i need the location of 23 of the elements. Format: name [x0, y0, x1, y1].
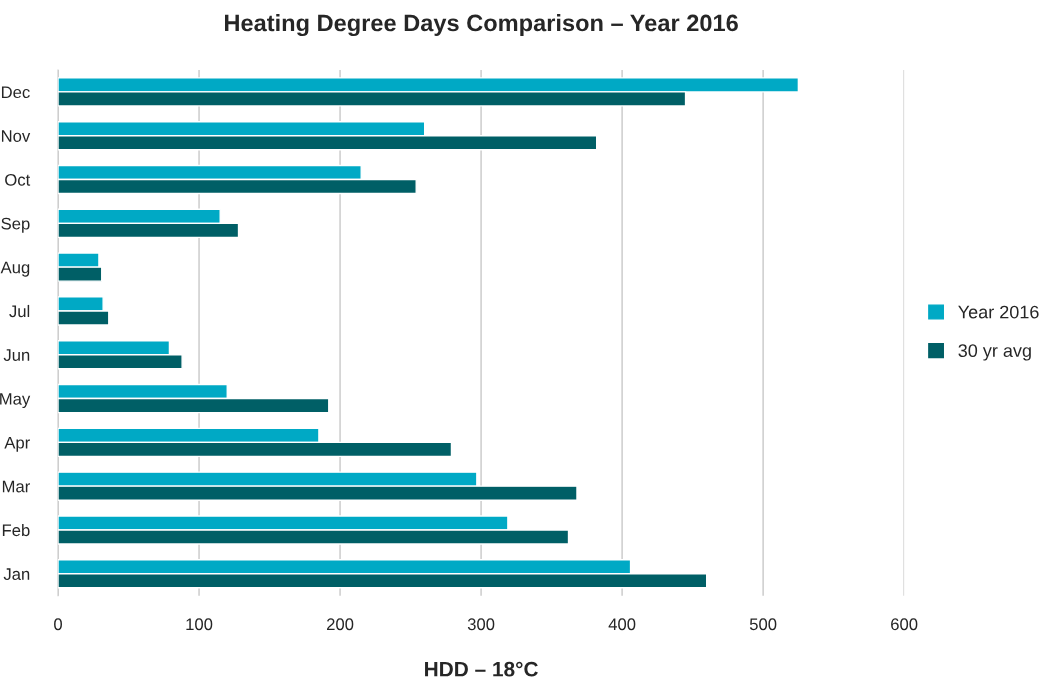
y-tick-label: Jan	[3, 568, 30, 580]
y-tick-label: Jul	[9, 304, 30, 318]
x-tick-label: 400	[608, 618, 636, 631]
x-axis-title: HDD – 18°C	[425, 661, 538, 677]
x-tick-label: 500	[749, 618, 777, 631]
x-tick-label: 0	[54, 618, 63, 631]
y-tick-label: Aug	[0, 261, 30, 277]
y-tick-label: Sep	[1, 217, 30, 233]
y-tick-label: Nov	[1, 130, 31, 142]
legend-label: Year 2016	[958, 305, 1039, 319]
y-tick-label: Oct	[5, 173, 31, 186]
y-tick-label: May	[0, 393, 31, 409]
y-tick-label: Apr	[4, 436, 30, 452]
x-tick-label: 200	[327, 618, 354, 631]
y-tick-label: Jun	[3, 349, 30, 361]
y-tick-label: Mar	[2, 480, 30, 493]
y-tick-label: Dec	[1, 86, 30, 99]
chart-title: Heating Degree Days Comparison – Year 2016	[225, 14, 738, 37]
x-tick-label: 600	[891, 618, 918, 631]
x-tick-label: 100	[186, 618, 213, 631]
x-tick-label: 300	[467, 618, 495, 631]
y-tick-label: Feb	[2, 523, 30, 537]
legend-label: 30 yr avg	[958, 344, 1031, 361]
